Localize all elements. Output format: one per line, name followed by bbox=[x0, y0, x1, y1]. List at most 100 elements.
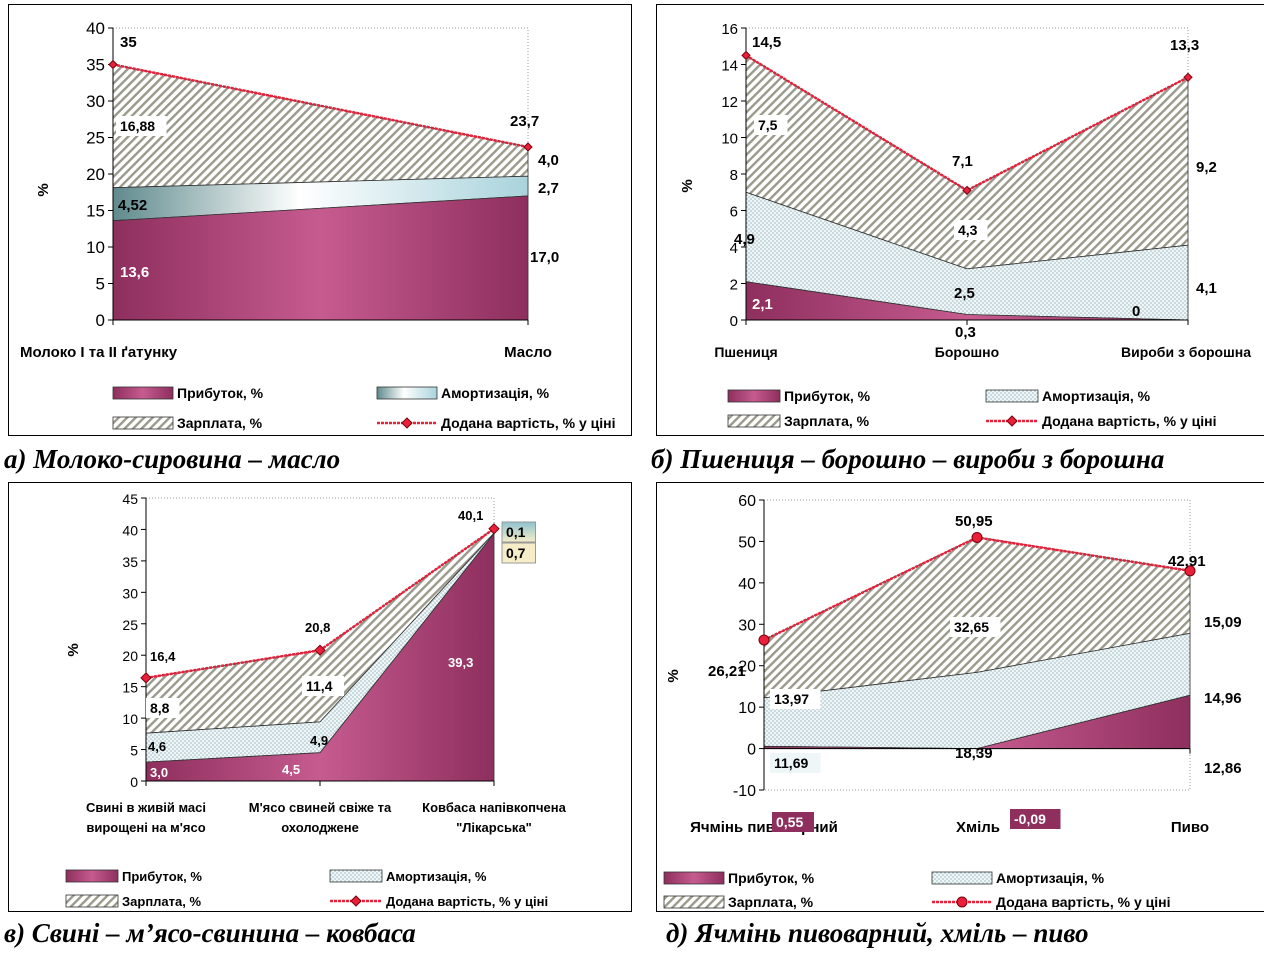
y-tick-label: 16 bbox=[721, 21, 738, 38]
chart-b: 0 2 4 6 8 10 12 14 16% Пшениця Борошно Вироби з бор… bbox=[679, 21, 1251, 429]
legend-swatch-profit bbox=[663, 871, 725, 885]
data-label: 12,86 bbox=[1204, 760, 1242, 777]
y-tick-label: 5 bbox=[130, 743, 138, 759]
x-category-label: Пшениця bbox=[714, 344, 777, 360]
point-added-value bbox=[523, 142, 533, 152]
data-label-box bbox=[772, 812, 814, 832]
data-label: 3,0 bbox=[150, 765, 168, 780]
point-added-value bbox=[108, 59, 118, 70]
data-label: 7,5 bbox=[758, 117, 778, 133]
legend-label: Додана вартість, % у ціні bbox=[996, 894, 1171, 910]
data-label: 0 bbox=[1132, 303, 1140, 320]
data-label: 2,1 bbox=[752, 296, 773, 313]
data-label-box bbox=[770, 753, 821, 773]
legend-label: Зарплата, % bbox=[122, 894, 201, 909]
data-label: 50,95 bbox=[955, 513, 993, 530]
y-tick-label: 5 bbox=[96, 275, 105, 294]
data-label: 4,1 bbox=[1196, 280, 1217, 297]
legend-swatch-profit bbox=[112, 386, 174, 400]
legend-label: Амортизація, % bbox=[1042, 388, 1151, 404]
x-category-label: охолоджене bbox=[281, 820, 359, 835]
data-label: 0,55 bbox=[776, 814, 803, 830]
x-category-label: Хміль bbox=[956, 819, 1000, 836]
data-label: 20,8 bbox=[305, 620, 330, 635]
caption-c: в) Свині – м’ясо-свинина – ковбаса bbox=[4, 918, 416, 948]
data-label-box bbox=[770, 689, 821, 709]
data-label-box bbox=[302, 676, 344, 696]
point-added-value bbox=[488, 523, 500, 535]
x-category-label: вирощені на м'ясо bbox=[86, 820, 205, 835]
data-label-box bbox=[116, 116, 167, 136]
chart-a: 0 5 10 15 20 25 30 35 40% Молоко I та II ґатунку М… bbox=[20, 19, 616, 431]
data-label-box bbox=[501, 521, 536, 543]
y-tick-label: 15 bbox=[86, 202, 105, 221]
legend-swatch-depreciation bbox=[985, 389, 1039, 403]
data-label: 7,1 bbox=[952, 153, 973, 170]
data-label: 16,4 bbox=[150, 649, 176, 664]
legend-swatch-profit bbox=[65, 869, 119, 883]
y-tick-label: 0 bbox=[730, 313, 738, 330]
legend-swatch-salary bbox=[112, 416, 174, 430]
data-label-box bbox=[146, 698, 180, 718]
y-axis-label: % bbox=[679, 179, 696, 192]
data-label: 16,88 bbox=[120, 118, 155, 134]
caption-b: б) Пшениця – борошно – вироби з борошна bbox=[651, 444, 1165, 474]
data-label: 42,91 bbox=[1168, 553, 1206, 570]
point-added-value bbox=[741, 50, 751, 61]
data-label-box bbox=[754, 115, 788, 135]
legend-marker bbox=[401, 417, 413, 429]
data-label: 11,4 bbox=[306, 678, 333, 694]
y-tick-label: 20 bbox=[122, 648, 138, 664]
y-tick-label: 25 bbox=[86, 129, 105, 148]
legend-swatch-profit bbox=[727, 389, 781, 403]
legend-marker bbox=[350, 895, 362, 907]
x-category-label: Свині в живій масі bbox=[86, 800, 206, 815]
y-tick-label: 30 bbox=[122, 585, 138, 601]
data-label: 32,65 bbox=[954, 619, 989, 635]
y-tick-label: 0 bbox=[130, 774, 138, 790]
data-label: -0,09 bbox=[1014, 811, 1046, 827]
legend-swatch-depreciation bbox=[931, 871, 993, 885]
data-label: 13,97 bbox=[774, 691, 809, 707]
y-tick-label: 2 bbox=[730, 277, 738, 294]
data-label: 2,5 bbox=[954, 285, 975, 302]
legend-label: Прибуток, % bbox=[122, 869, 202, 884]
data-label: 14,96 bbox=[1204, 690, 1242, 707]
x-category-label: Ковбаса напівкопчена bbox=[422, 800, 566, 815]
caption-a: а) Молоко-сировина – масло bbox=[4, 444, 341, 474]
y-tick-label: 35 bbox=[122, 554, 138, 570]
data-label: 23,7 bbox=[510, 113, 539, 130]
data-label: 9,2 bbox=[1196, 159, 1217, 176]
y-tick-label: 60 bbox=[738, 493, 756, 510]
data-label: 2,7 bbox=[538, 180, 559, 197]
data-label: 11,69 bbox=[774, 755, 808, 771]
data-label: 0,1 bbox=[506, 524, 526, 540]
y-tick-label: 45 bbox=[122, 491, 138, 507]
y-tick-label: 6 bbox=[730, 204, 738, 221]
data-label-box bbox=[954, 220, 988, 240]
x-category-label: Пиво bbox=[1171, 819, 1209, 836]
legend-swatch-salary bbox=[727, 414, 781, 428]
y-tick-label: 10 bbox=[86, 238, 105, 257]
x-category-label: М'ясо свиней свіже та bbox=[249, 800, 392, 815]
caption-d: д) Ячмінь пивоварний, хміль – пиво bbox=[666, 918, 1089, 948]
legend-label: Прибуток, % bbox=[177, 385, 264, 401]
y-tick-label: 50 bbox=[738, 534, 756, 551]
point-added-value bbox=[758, 634, 770, 646]
data-label: 0,7 bbox=[506, 545, 526, 561]
x-category-label: Вироби з борошна bbox=[1121, 344, 1251, 360]
y-axis-label: % bbox=[665, 669, 682, 682]
data-label: 18,39 bbox=[955, 745, 993, 762]
y-tick-label: 40 bbox=[738, 576, 756, 593]
legend-label: Додана вартість, % у ціні bbox=[1042, 413, 1217, 429]
point-added-value bbox=[1183, 72, 1193, 83]
data-label: 35 bbox=[120, 34, 137, 51]
y-axis-label: % bbox=[35, 183, 52, 196]
legend-label: Зарплата, % bbox=[728, 894, 814, 910]
legend-swatch-salary bbox=[65, 894, 119, 908]
data-label: 8,8 bbox=[150, 700, 170, 716]
y-tick-label: 30 bbox=[738, 617, 756, 634]
y-axis-label: % bbox=[65, 643, 82, 656]
data-label: 4,52 bbox=[118, 197, 147, 214]
y-tick-label: 35 bbox=[86, 56, 105, 75]
